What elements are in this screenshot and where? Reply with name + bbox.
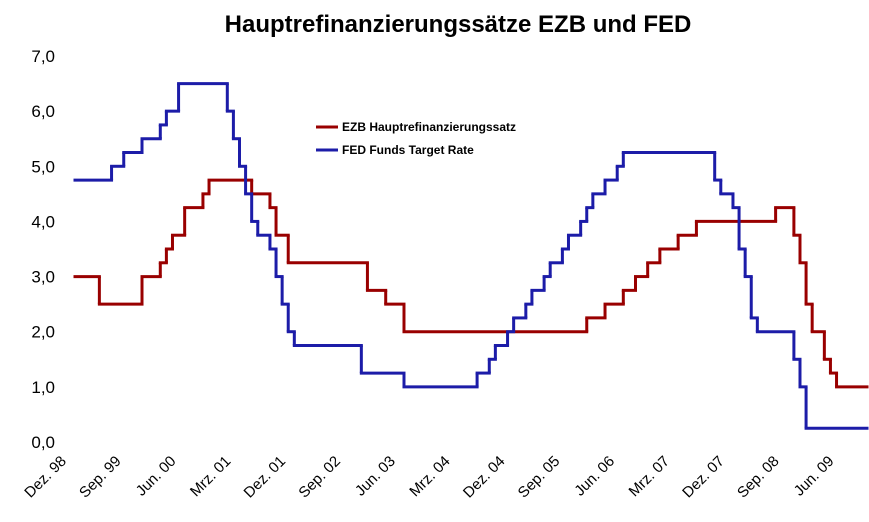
x-tick-label: Mrz. 04 bbox=[406, 453, 453, 500]
x-tick-label: Dez. 04 bbox=[460, 453, 509, 502]
x-tick-label: Jun. 06 bbox=[571, 453, 618, 500]
x-tick-label: Jun. 03 bbox=[352, 453, 399, 500]
x-tick-label: Jun. 09 bbox=[791, 453, 838, 500]
legend-label: FED Funds Target Rate bbox=[342, 143, 474, 157]
x-tick-label: Mrz. 01 bbox=[187, 453, 234, 500]
x-tick-label: Dez. 01 bbox=[241, 453, 290, 502]
legend-label: EZB Hauptrefinanzierungssatz bbox=[342, 120, 516, 134]
x-tick-label: Dez. 98 bbox=[21, 453, 70, 502]
y-tick-label: 4,0 bbox=[31, 212, 55, 231]
y-tick-label: 2,0 bbox=[31, 323, 55, 342]
y-tick-label: 0,0 bbox=[31, 433, 55, 452]
y-tick-label: 1,0 bbox=[31, 378, 55, 397]
x-tick-label: Jun. 00 bbox=[133, 453, 180, 500]
x-tick-label: Sep. 02 bbox=[295, 453, 344, 502]
y-tick-label: 5,0 bbox=[31, 157, 55, 176]
y-tick-label: 3,0 bbox=[31, 268, 55, 287]
x-tick-label: Mrz. 07 bbox=[626, 453, 673, 500]
y-tick-label: 6,0 bbox=[31, 102, 55, 121]
x-tick-label: Dez. 07 bbox=[679, 453, 728, 502]
chart-title: Hauptrefinanzierungssätze EZB und FED bbox=[225, 11, 692, 38]
x-tick-label: Sep. 05 bbox=[515, 453, 564, 502]
x-tick-label: Sep. 08 bbox=[734, 453, 783, 502]
y-tick-label: 7,0 bbox=[31, 47, 55, 66]
x-tick-label: Sep. 99 bbox=[76, 453, 125, 502]
